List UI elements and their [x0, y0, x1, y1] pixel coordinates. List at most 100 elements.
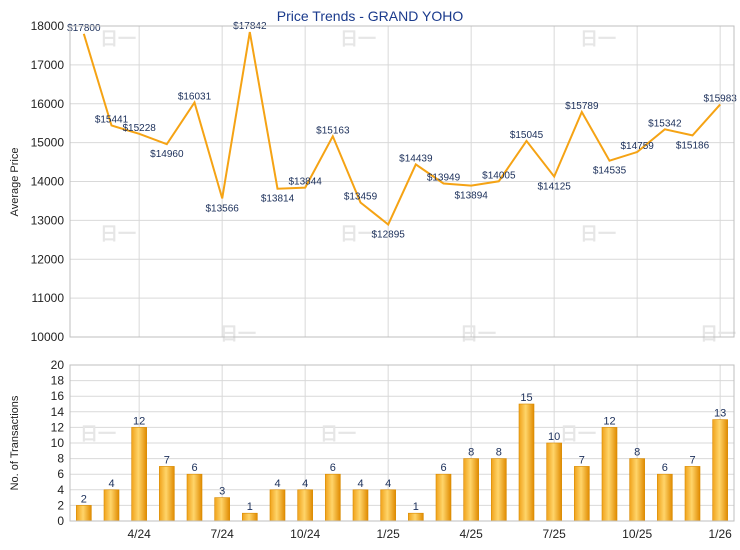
transaction-bar-labels: 2 4 12 7 6 3 1 4 4 6 4 4 1 6 8 8 15 10 7 12 8 6 7 13: [81, 392, 727, 513]
x-tick-label: 4/25: [459, 527, 483, 541]
transaction-bar-label: 13: [714, 408, 726, 420]
chart-title: Price Trends - GRAND YOHO: [277, 8, 464, 24]
watermark-text: 日一: [80, 424, 116, 444]
price-point-labels: $17800 $15441$15228 $14960 $16031 $13566 $178…: [67, 21, 737, 240]
bar-y-tick-label: 14: [51, 405, 65, 419]
transaction-bar-label: 6: [440, 462, 446, 474]
price-point-label: $14005: [482, 170, 516, 181]
line-y-tick-label: 14000: [31, 175, 65, 189]
transaction-bar-label: 1: [413, 501, 419, 513]
transaction-bar: [629, 458, 645, 522]
watermark-text: 日一: [700, 324, 736, 344]
x-tick-label: 1/26: [708, 527, 732, 541]
line-y-tick-label: 16000: [31, 97, 65, 111]
price-line: [82, 31, 721, 227]
price-point-label: $15441: [95, 114, 129, 125]
line-y-tick-label: 18000: [31, 19, 65, 33]
transaction-bar: [435, 473, 452, 522]
transaction-bar-label: 4: [357, 478, 363, 490]
transaction-bar: [103, 489, 120, 522]
x-tick-label: 7/25: [542, 527, 566, 541]
line-grid: [70, 25, 734, 338]
transaction-bar: [712, 419, 728, 522]
transaction-bar-label: 6: [330, 462, 336, 474]
line-y-tick-label: 15000: [31, 136, 65, 150]
bar-y-tick-label: 6: [57, 467, 64, 481]
price-point-label: $17800: [67, 23, 101, 34]
price-point-label: $14439: [399, 153, 433, 164]
line-y-tick-label: 17000: [31, 58, 65, 72]
price-point-label: $13459: [344, 192, 378, 203]
transaction-bar-label: 4: [274, 478, 280, 490]
transaction-bar: [76, 505, 92, 522]
transaction-bar: [463, 458, 479, 522]
line-plot-frame: [69, 25, 735, 338]
transaction-bar: [186, 473, 203, 522]
price-point-label: $13814: [261, 194, 295, 205]
transaction-bar: [657, 473, 673, 522]
transaction-bar: [408, 512, 424, 522]
line-panel: 10000 11000 12000 13000 14000 15000 16000 17000…: [9, 19, 737, 344]
bar-y-tick-label: 18: [51, 374, 65, 388]
watermark-text: 日一: [560, 424, 596, 444]
transaction-bar-label: 4: [108, 478, 114, 490]
transaction-bar: [546, 442, 562, 522]
transaction-bar: [297, 489, 313, 522]
bar-watermarks: 日一 日一 日一: [80, 424, 596, 444]
watermark-text: 日一: [100, 224, 136, 244]
transaction-bar-label: 7: [689, 454, 695, 466]
transaction-bar-label: 7: [164, 454, 170, 466]
bar-y-axis-title: No. of Transactions: [9, 395, 21, 490]
transaction-bar-label: 3: [219, 486, 225, 498]
price-point-label: $14759: [620, 141, 654, 152]
transaction-bar: [684, 466, 701, 522]
watermark-text: 日一: [580, 29, 616, 49]
transaction-bar: [159, 466, 175, 522]
transaction-bar-label: 12: [133, 415, 145, 427]
bar-y-tick-label: 8: [57, 452, 64, 466]
x-tick-label: 10/25: [622, 527, 652, 541]
line-y-tick-label: 11000: [32, 291, 65, 305]
transaction-bar-label: 4: [385, 478, 391, 490]
price-point-label: $15789: [565, 101, 599, 112]
price-point-label: $15228: [122, 123, 156, 134]
line-y-tick-label: 10000: [31, 330, 65, 344]
price-point-label: $15045: [510, 130, 544, 141]
bar-y-tick-label: 12: [51, 420, 65, 434]
bar-y-tick-label: 4: [57, 483, 64, 497]
transaction-bar-label: 12: [603, 415, 615, 427]
transaction-bar-label: 8: [496, 447, 502, 459]
price-point-label: $13566: [205, 203, 239, 214]
transaction-bar-label: 1: [247, 501, 253, 513]
price-point-label: $14960: [150, 149, 184, 160]
bar-y-tick-label: 10: [51, 436, 65, 450]
transaction-bar-label: 8: [468, 447, 474, 459]
price-point-label: $14125: [537, 182, 571, 193]
watermark-text: 日一: [340, 224, 376, 244]
bar-y-tick-label: 2: [57, 498, 64, 512]
transaction-bar: [380, 489, 396, 522]
x-tick-label: 1/25: [376, 527, 400, 541]
transaction-bar: [518, 403, 535, 522]
price-point-label: $16031: [178, 92, 212, 103]
transaction-bar: [131, 427, 147, 522]
transaction-bar: [352, 489, 369, 522]
transaction-bar: [242, 512, 258, 522]
price-point-label: $13949: [427, 172, 461, 183]
transaction-bar-label: 10: [548, 431, 560, 443]
line-y-tick-label: 12000: [31, 252, 65, 266]
transaction-bar: [574, 466, 590, 522]
line-y-axis-title: Average Price: [9, 148, 21, 217]
watermark-text: 日一: [340, 29, 376, 49]
transaction-bar-label: 2: [81, 493, 87, 505]
price-point-label: $12895: [371, 229, 405, 240]
bar-y-tick-label: 20: [51, 358, 65, 372]
transaction-bar-label: 15: [520, 392, 532, 404]
transaction-bar: [269, 489, 286, 522]
price-point-label: $13844: [288, 177, 322, 188]
transaction-bar: [491, 458, 507, 522]
